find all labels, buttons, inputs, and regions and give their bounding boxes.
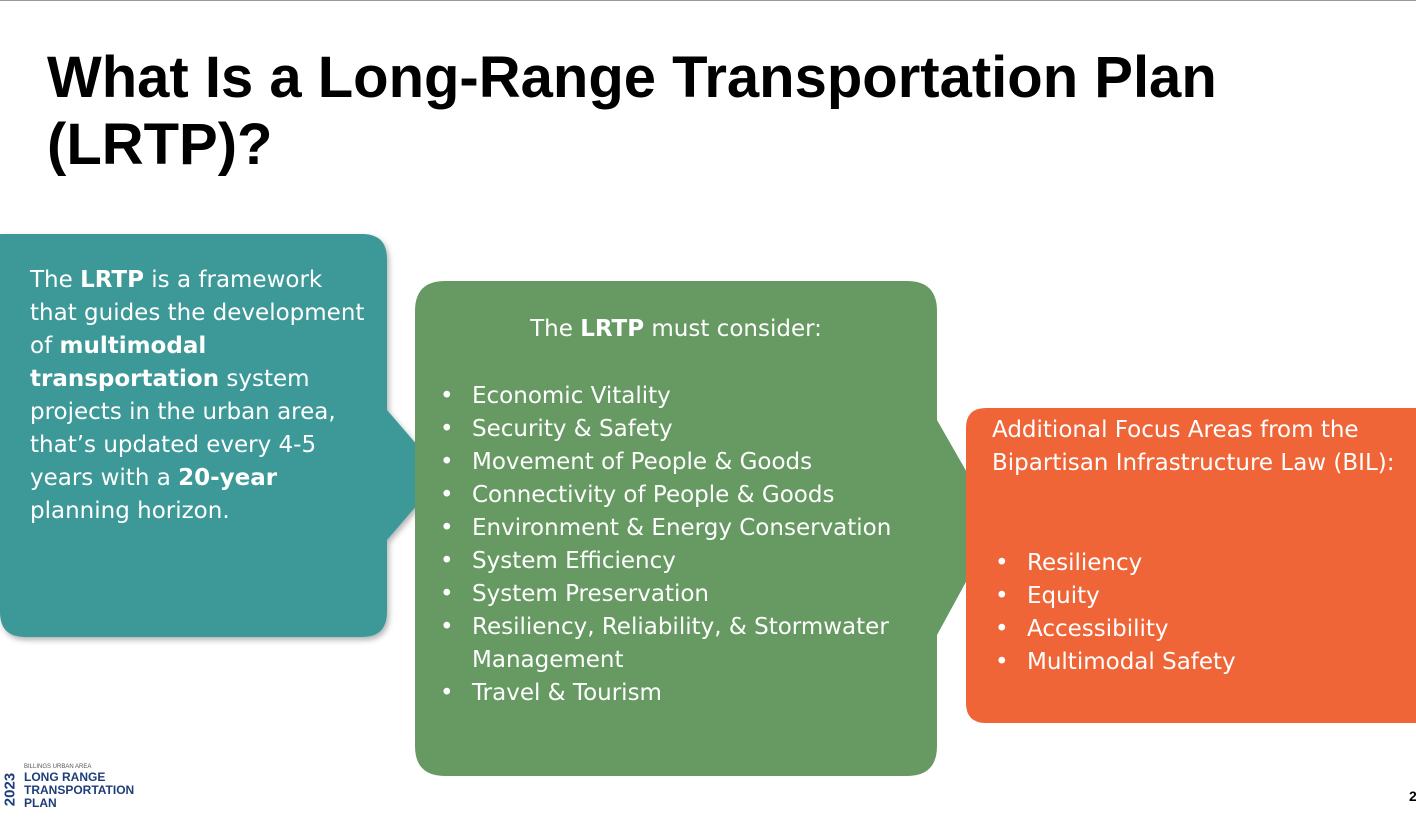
text-run: must consider: [644,316,822,342]
logo-line: PLAN [24,796,57,810]
text-run: system projects in the urban area, that’… [30,366,336,491]
consideration-item: Connectivity of People & Goods [440,479,920,512]
focus-item: Multimodal Safety [995,646,1395,679]
definition-box [0,234,443,637]
focus-item: Equity [995,580,1395,613]
text-run: planning horizon. [30,498,230,524]
consideration-item: Environment & Energy Conservation [440,512,920,545]
top-border [0,0,1416,1]
considerations-heading: The LRTP must consider: [415,313,937,346]
logo-area: BILLINGS URBAN AREA [24,764,92,770]
considerations-list: Economic VitalitySecurity & SafetyMoveme… [440,380,920,710]
logo-line: TRANSPORTATION [24,783,135,797]
consideration-item: System Efficiency [440,545,920,578]
text-run: The [30,267,81,293]
logo-line: LONG RANGE [24,770,106,784]
focus-item: Accessibility [995,613,1395,646]
consideration-item: Resiliency, Reliability, & Stormwater Ma… [440,611,920,677]
bold-run: multimodal transportation [30,333,220,392]
definition-text: The LRTP is a framework that guides the … [30,264,375,528]
logo-year-wrap: 2023 [1,766,19,812]
consideration-item: Security & Safety [440,413,920,446]
bold-run: LRTP [80,267,144,293]
consideration-item: Economic Vitality [440,380,920,413]
text-run: is a framework that guides the developme… [30,267,365,359]
bold-run: 20-year [178,465,278,491]
focus-item: Resiliency [995,547,1395,580]
logo: 2023 BILLINGS URBAN AREA LONG RANGE TRANS… [2,764,162,814]
page-number: 2 [1409,788,1416,804]
consideration-item: System Preservation [440,578,920,611]
text-run: The [530,316,581,342]
bold-run: LRTP [580,316,645,342]
slide-title: What Is a Long-Range Transportation Plan… [47,45,1217,177]
focus-list: ResiliencyEquityAccessibilityMultimodal … [995,547,1395,679]
consideration-item: Movement of People & Goods [440,446,920,479]
focus-heading: Additional Focus Areas from the Bipartis… [992,417,1395,476]
logo-lines: LONG RANGE TRANSPORTATION PLAN [24,771,134,810]
logo-year: 2023 [1,772,19,807]
consideration-item: Travel & Tourism [440,677,920,710]
